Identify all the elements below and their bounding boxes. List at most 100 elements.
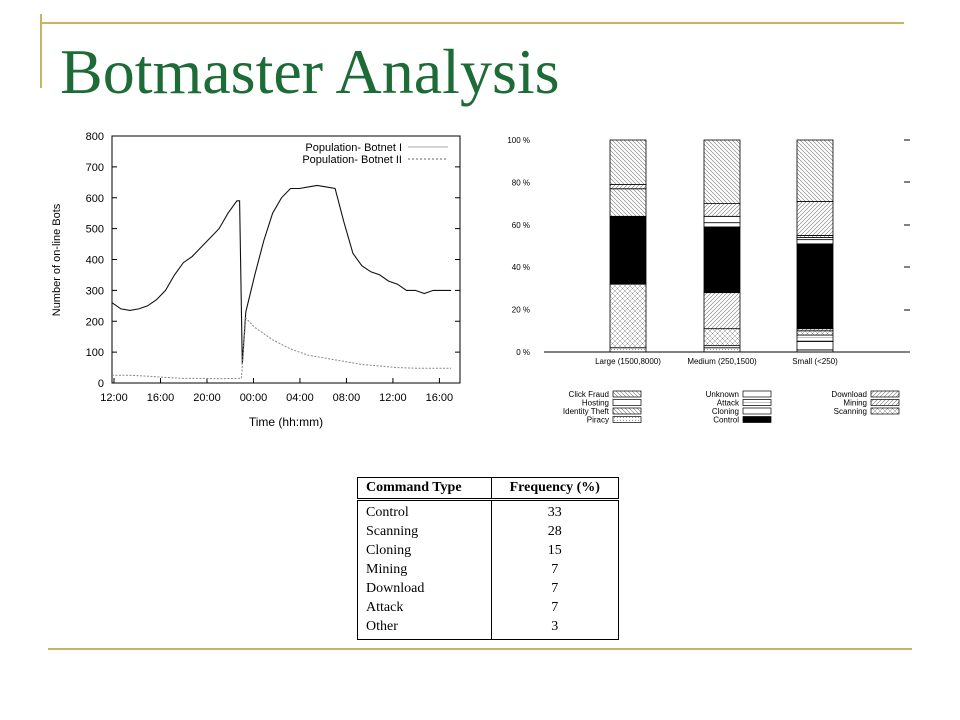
legend-label-botnet-1: Population- Botnet I	[305, 142, 402, 154]
command-cell: Download	[357, 579, 492, 598]
plot-frame	[111, 135, 461, 384]
legend-swatch	[612, 407, 642, 415]
legend-swatch	[612, 416, 642, 423]
bar-segment-piracy	[703, 347, 741, 353]
series-line-botnet-2	[112, 317, 452, 380]
slide-title: Botmaster Analysis	[60, 36, 560, 107]
legend-label: Piracy	[587, 416, 609, 425]
command-cell: Cloning	[357, 541, 492, 560]
legend-swatch	[870, 399, 900, 406]
legend-label: Unknown	[706, 390, 739, 399]
legend-swatch	[742, 416, 772, 423]
legend-label: Mining	[843, 399, 867, 408]
y-tick-label: 40 %	[512, 263, 530, 272]
y-axis-label: Number of on-line Bots	[51, 203, 63, 316]
legend-label: Attack	[717, 399, 740, 408]
table-header-row: Command Type Frequency (%)	[357, 477, 620, 501]
legend-swatch	[742, 399, 772, 406]
frequency-cell: 15	[490, 541, 620, 560]
y-tick-label: 0	[98, 378, 104, 390]
frequency-cell: 33	[490, 499, 620, 522]
left-accent-line	[40, 14, 42, 88]
category-label: Large (1500,8000)	[595, 357, 661, 366]
population-line-chart: 0 100 200 300 400 500 600 700 800 12:00 16:00 20:0…	[51, 131, 461, 429]
bar-segment-attack	[796, 334, 834, 342]
x-tick-label: 16:00	[147, 392, 175, 404]
table-row: Control 33	[357, 499, 620, 522]
y-tick-label: 300	[86, 285, 104, 297]
bar-segment-control	[609, 215, 647, 285]
x-tick-label: 08:00	[333, 392, 361, 404]
legend-swatch	[612, 390, 642, 398]
y-tick-label: 60 %	[512, 221, 530, 230]
y-tick-label: 0 %	[516, 348, 530, 357]
legend-swatch	[742, 390, 772, 398]
legend-label-botnet-2: Population- Botnet II	[302, 154, 402, 166]
y-tick-label: 200	[86, 316, 104, 328]
bar-segment-control	[703, 226, 741, 294]
bar-segment-mining	[703, 292, 741, 330]
command-frequency-table: Command Type Frequency (%) Control 33 Sca…	[357, 477, 620, 640]
y-tick-label: 80 %	[512, 178, 530, 187]
y-tick-label: 700	[86, 162, 104, 174]
frequency-cell: 7	[490, 579, 620, 598]
x-tick-label: 04:00	[286, 392, 314, 404]
bar-segment-unknown	[703, 215, 741, 224]
table-row: Download 7	[357, 579, 620, 598]
table-row: Cloning 15	[357, 541, 620, 560]
category-label: Small (<250)	[792, 357, 838, 366]
table-row: Attack 7	[357, 598, 620, 617]
bar-segment-cloning	[796, 340, 834, 351]
legend-label: Hosting	[582, 399, 609, 408]
legend-label: Download	[831, 390, 867, 399]
bar-segment-scanning	[703, 328, 741, 347]
right-tick-marks	[904, 139, 910, 311]
bar-segment-click-fraud	[609, 139, 647, 185]
frequency-cell: 3	[490, 617, 620, 640]
legend-swatch	[870, 390, 900, 398]
bar-segment-hosting	[796, 239, 834, 245]
x-tick-label: 12:00	[379, 392, 407, 404]
y-tick-label: 800	[86, 131, 104, 143]
bar-segment-download	[609, 184, 647, 190]
legend-label: Click Fraud	[569, 390, 609, 399]
legend-label: Control	[713, 416, 739, 425]
x-tick-label: 16:00	[426, 392, 454, 404]
command-cell: Scanning	[357, 522, 492, 541]
bar-segment-click-fraud	[796, 139, 834, 202]
bar-segment-identity-theft	[609, 188, 647, 217]
command-cell: Control	[357, 499, 492, 522]
bar-segment-scanning	[609, 283, 647, 349]
stacked-bar-chart: 0 % 20 % 40 % 60 % 80 % 100 % Large (1500,800…	[507, 136, 910, 366]
category-label: Medium (250,1500)	[687, 357, 757, 366]
x-tick-label: 20:00	[193, 392, 221, 404]
header-frequency: Frequency (%)	[490, 477, 620, 501]
frequency-cell: 7	[490, 598, 620, 617]
bar-segment-download	[796, 201, 834, 236]
table-row: Other 3	[357, 617, 620, 640]
bar-segment-piracy	[609, 347, 647, 353]
frequency-cell: 7	[490, 560, 620, 579]
x-tick-label: 12:00	[100, 392, 128, 404]
bar-segment-hosting	[703, 222, 741, 228]
header-command-type: Command Type	[357, 477, 492, 501]
top-accent-line	[40, 22, 904, 24]
table-row: Mining 7	[357, 560, 620, 579]
command-cell: Mining	[357, 560, 492, 579]
bar-segment-control	[796, 243, 834, 330]
command-cell: Attack	[357, 598, 492, 617]
y-tick-label: 600	[86, 193, 104, 205]
y-tick-label: 20 %	[512, 306, 530, 315]
frequency-cell: 28	[490, 522, 620, 541]
x-axis-label: Time (hh:mm)	[249, 415, 323, 429]
bar-segment-scanning	[796, 330, 834, 336]
line-legend: Population- Botnet I Population- Botnet …	[302, 142, 448, 166]
y-tick-label: 500	[86, 224, 104, 236]
bar-segment-download	[703, 203, 741, 217]
legend-label: Scanning	[834, 407, 867, 416]
x-tick-label: 00:00	[240, 392, 268, 404]
legend-swatch	[612, 399, 642, 406]
y-tick-label: 400	[86, 255, 104, 267]
legend-swatch	[870, 407, 900, 415]
